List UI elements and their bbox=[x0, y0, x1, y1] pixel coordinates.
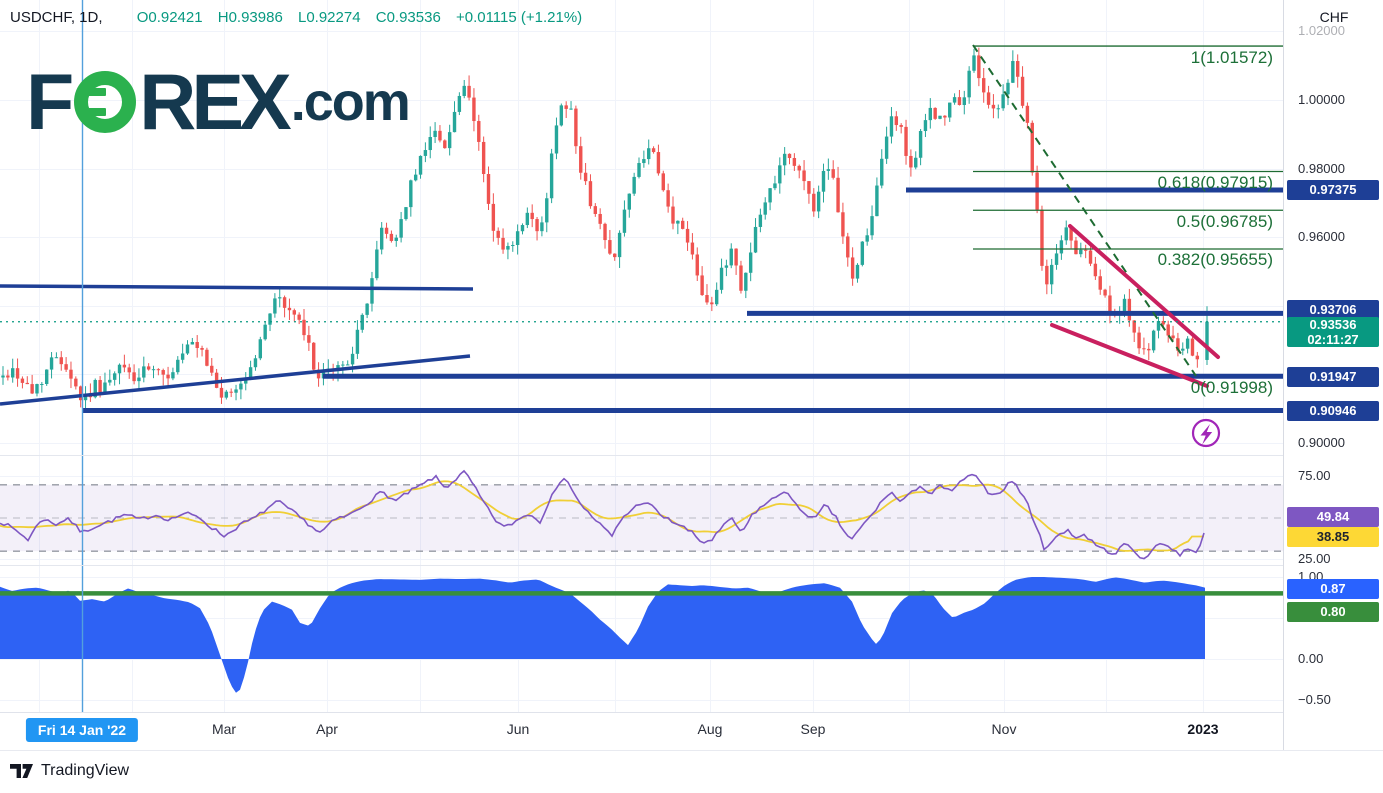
time-tick-apr: Apr bbox=[316, 721, 338, 737]
change-value: +0.01115 (+1.21%) bbox=[455, 9, 583, 26]
corr-value-badge: 0.87 bbox=[1287, 579, 1379, 599]
time-tick-sep: Sep bbox=[800, 721, 826, 737]
price-tick: 0.98000 bbox=[1298, 161, 1345, 176]
low-value: L0.92274 bbox=[297, 9, 361, 26]
symbol-info-bar: USDCHF, 1D, O0.92421 H0.93986 L0.92274 C… bbox=[10, 9, 593, 26]
logo-euro-o-icon bbox=[74, 71, 137, 133]
fib-label-0[interactable]: 0(0.91998) bbox=[1190, 378, 1273, 397]
close-value: C0.93536 bbox=[375, 9, 441, 26]
level-badge-093706: 0.93706 bbox=[1287, 300, 1379, 320]
level-badge-090946: 0.90946 bbox=[1287, 401, 1379, 421]
time-tick-jun: Jun bbox=[506, 721, 530, 737]
chart-canvas[interactable] bbox=[0, 0, 1283, 712]
rsi-tick: 75.00 bbox=[1298, 468, 1331, 483]
time-tick-nov: Nov bbox=[991, 721, 1017, 737]
bar-countdown: 02:11:27 bbox=[1307, 332, 1359, 347]
tradingview-brand-text: TradingView bbox=[41, 762, 130, 779]
level-badge-097375: 0.97375 bbox=[1287, 180, 1379, 200]
fib-label-0618[interactable]: 0.618(0.97915) bbox=[1157, 173, 1273, 192]
corr-tick: 0.00 bbox=[1298, 651, 1324, 666]
level-badge-091947: 0.91947 bbox=[1287, 367, 1379, 387]
tradingview-attribution-link[interactable]: TradingView bbox=[10, 762, 129, 780]
price-scale[interactable]: CHF 1.02000 1.00000 0.98000 0.96000 0.90… bbox=[1283, 0, 1383, 750]
corr-tick: −0.50 bbox=[1298, 692, 1331, 707]
logo-letters-rex: REX bbox=[139, 57, 291, 146]
axis-currency-label: CHF bbox=[1319, 9, 1349, 25]
logo-letter-f: F bbox=[26, 57, 74, 146]
price-tick: 1.02000 bbox=[1298, 23, 1345, 38]
crosshair-date-badge: Fri 14 Jan '22 bbox=[25, 718, 139, 742]
logo-dot-com: .com bbox=[290, 72, 411, 132]
time-tick-2023: 2023 bbox=[1187, 721, 1219, 737]
current-price-badge: 0.93536 02:11:27 bbox=[1287, 317, 1379, 347]
price-tick: 0.96000 bbox=[1298, 229, 1345, 244]
rsi-tick: 25.00 bbox=[1298, 551, 1331, 566]
open-value: O0.92421 bbox=[136, 9, 203, 26]
rsi-ma-value-badge: 38.85 bbox=[1287, 527, 1379, 547]
time-scale[interactable]: Fri 14 Jan '22 Mar Apr Jun Aug Sep Nov 2… bbox=[0, 712, 1283, 751]
tradingview-logo-icon bbox=[10, 763, 33, 778]
time-tick-aug: Aug bbox=[697, 721, 723, 737]
current-price-value: 0.93536 bbox=[1309, 317, 1357, 332]
fib-label-0382[interactable]: 0.382(0.95655) bbox=[1157, 250, 1273, 269]
fib-label-05[interactable]: 0.5(0.96785) bbox=[1176, 212, 1273, 231]
high-value: H0.93986 bbox=[217, 9, 283, 26]
symbol-title: USDCHF, 1D, bbox=[10, 9, 103, 26]
footer-bar: TradingView bbox=[0, 750, 1383, 793]
price-tick: 1.00000 bbox=[1298, 92, 1345, 107]
forex-com-logo: F REX .com bbox=[26, 57, 411, 146]
corr-line-badge: 0.80 bbox=[1287, 602, 1379, 622]
price-tick: 0.90000 bbox=[1298, 435, 1345, 450]
lightning-bolt-icon[interactable] bbox=[1191, 418, 1221, 448]
rsi-value-badge: 49.84 bbox=[1287, 507, 1379, 527]
time-tick-mar: Mar bbox=[211, 721, 237, 737]
fib-label-1[interactable]: 1(1.01572) bbox=[1190, 48, 1273, 67]
